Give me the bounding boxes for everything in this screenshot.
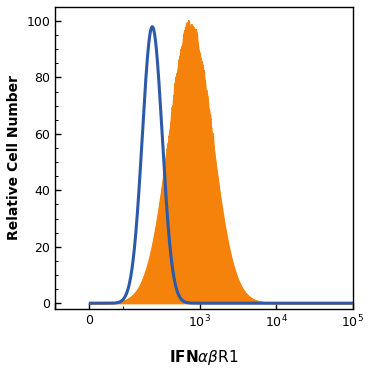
Text: $\bf{IFN}$$\alpha\beta$R1: $\bf{IFN}$$\alpha\beta$R1 bbox=[169, 348, 239, 367]
Y-axis label: Relative Cell Number: Relative Cell Number bbox=[7, 76, 21, 240]
